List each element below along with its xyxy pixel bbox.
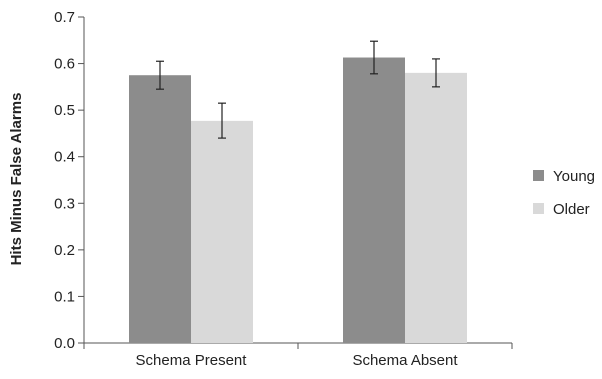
y-tick-label: 0.3 xyxy=(54,195,75,212)
y-tick-label: 0.6 xyxy=(54,56,75,73)
bar-older-0 xyxy=(191,120,253,344)
y-tick-label: 0.5 xyxy=(54,102,75,119)
legend-label-young: Young xyxy=(553,168,595,185)
y-tick-label: 0.2 xyxy=(54,242,75,259)
bar-young-1 xyxy=(343,57,405,343)
y-axis-label: Hits Minus False Alarms xyxy=(8,93,25,266)
y-tick-label: 0.1 xyxy=(54,288,75,305)
legend-swatch-young xyxy=(533,170,544,181)
legend: Young Older xyxy=(533,168,595,218)
y-tick-label: 0.0 xyxy=(54,335,75,352)
legend-label-older: Older xyxy=(553,201,590,218)
plot-area: 0.0 0.1 0.2 0.3 0.4 0.5 0.6 0.7 Schema Present Sc… xyxy=(54,9,513,369)
y-tick-label: 0.7 xyxy=(54,9,75,26)
x-tick-label: Schema Absent xyxy=(352,352,458,369)
bar-young-0 xyxy=(129,75,191,343)
bar-older-1 xyxy=(405,72,467,343)
x-tick-label: Schema Present xyxy=(136,352,248,369)
y-tick-label: 0.4 xyxy=(54,149,75,166)
legend-swatch-older xyxy=(533,203,544,214)
